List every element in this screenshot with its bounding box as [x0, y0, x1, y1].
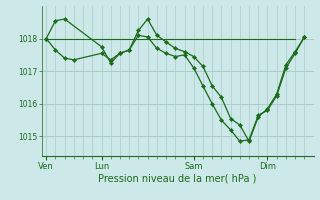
X-axis label: Pression niveau de la mer( hPa ): Pression niveau de la mer( hPa ) — [99, 173, 257, 183]
